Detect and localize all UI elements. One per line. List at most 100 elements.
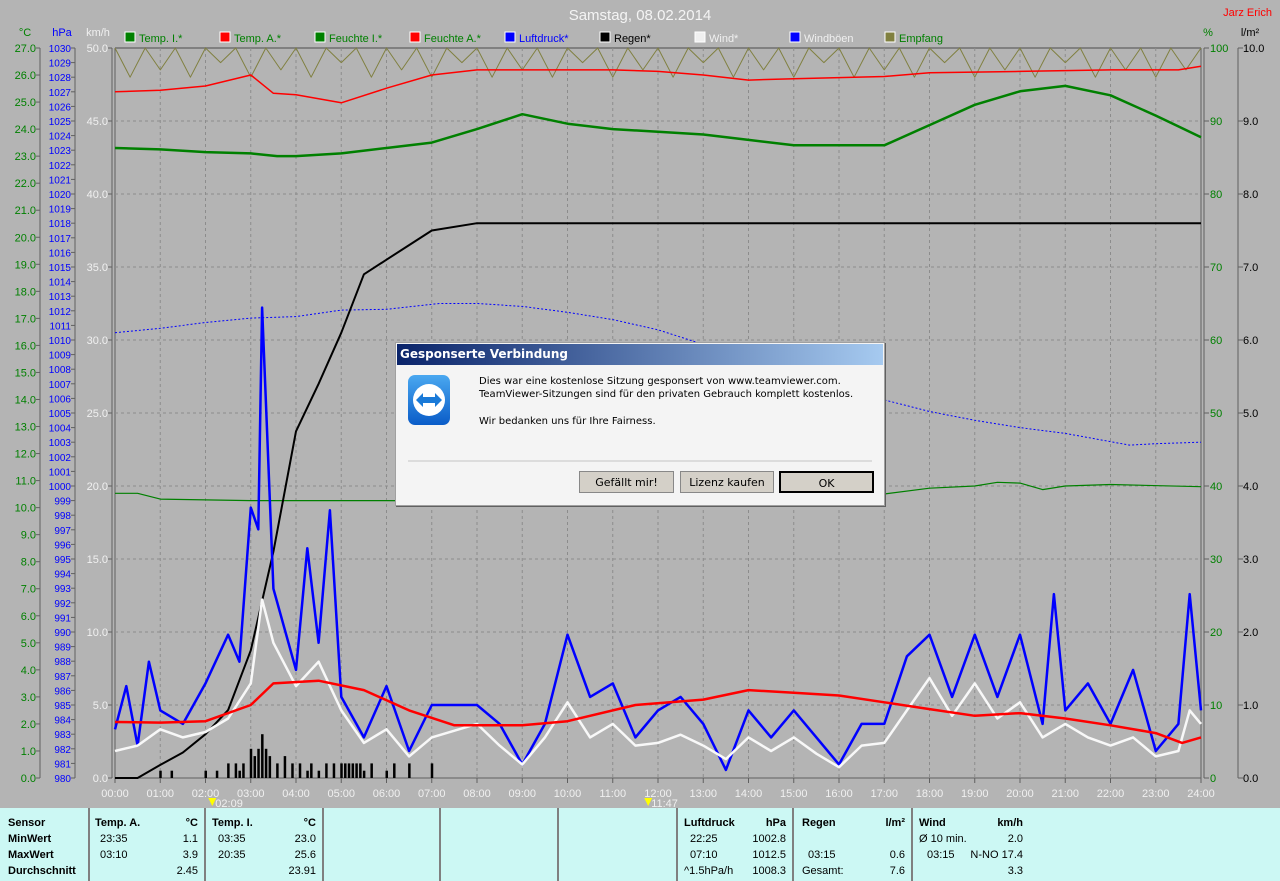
stats-unit: km/h (997, 817, 1023, 829)
stats-col-empty (324, 808, 441, 881)
axis-tick-label: 982 (54, 745, 71, 756)
like-button[interactable]: Gefällt mir! (579, 471, 674, 493)
x-axis-tick-label: 17:00 (870, 788, 898, 800)
legend-swatch (599, 31, 611, 43)
stats-value: 1008.3 (752, 865, 786, 877)
rain-bar (261, 734, 264, 778)
stats-total-label: Gesamt: (802, 865, 844, 877)
stats-header: Temp. A. (95, 817, 141, 829)
axis-tick-label: 1012 (49, 307, 72, 318)
axis-tick-label: 1022 (49, 161, 72, 172)
rain-bar (238, 770, 241, 778)
legend-label: Feuchte I.* (329, 33, 383, 45)
axis-tick-label: 996 (54, 540, 71, 551)
axis-tick-label: 1.0 (1243, 700, 1258, 712)
legend-label: Empfang (899, 33, 943, 45)
rain-bar (159, 770, 162, 778)
axis-tick-label: 22.0 (15, 178, 36, 190)
rain-bar (332, 763, 336, 778)
legend-label: Regen* (614, 33, 651, 45)
axis-tick-label: 989 (54, 643, 71, 654)
axis-tick-label: 15.0 (15, 367, 36, 379)
rain-bar (249, 748, 253, 778)
stats-unit: °C (185, 817, 198, 829)
rain-bars (159, 734, 434, 778)
stats-time: 03:35 (218, 833, 246, 845)
rain-bar (393, 763, 396, 778)
axis-tick-label: 2.0 (1243, 627, 1258, 639)
x-axis-tick-label: 20:00 (1006, 788, 1034, 800)
rain-bar (430, 763, 434, 778)
series-line-regen (115, 222, 1201, 779)
axis-tick-label: 991 (54, 613, 71, 624)
axis-tick-label: 981 (54, 759, 71, 770)
stats-header: Wind (919, 817, 946, 829)
stats-header: Regen (802, 817, 836, 829)
axis-tick-label: 1011 (49, 321, 71, 332)
axis-tick-label: 999 (54, 497, 71, 508)
rain-bar (227, 763, 230, 778)
rain-bar (362, 770, 366, 778)
stats-value: 2.0 (1007, 833, 1023, 845)
axis-tick-label: 15.0 (87, 554, 108, 566)
axis-tick-label: 80 (1210, 189, 1222, 201)
stats-value: 2.45 (176, 865, 198, 877)
stats-value: 3.9 (182, 849, 198, 861)
rain-bar (359, 763, 362, 778)
axis-tick-label: 1003 (49, 438, 72, 449)
axis-tick-label: 27.0 (15, 43, 36, 55)
stats-unit: hPa (765, 817, 786, 829)
x-axis-tick-label: 01:00 (146, 788, 174, 800)
stats-time: 07:10 (690, 849, 718, 861)
stats-value: 7.6 (889, 865, 905, 877)
axis-tick-label: 11.0 (15, 476, 36, 488)
stats-time: 03:15 (808, 849, 836, 861)
axis-tick-label: 1007 (49, 380, 72, 391)
series-line-feuchte-a (114, 65, 1202, 104)
axis-tick-label: 9.0 (21, 530, 36, 542)
dialog-message-line: Wir bedanken uns für Ihre Fairness. (479, 416, 656, 427)
legend: Temp. I.* Temp. A.* Feuchte I.* Feuchte A.*… (124, 31, 943, 45)
axis-tick-label: 980 (54, 774, 71, 785)
rain-bar (325, 763, 328, 778)
rain-bar (385, 770, 388, 778)
stats-time: 20:35 (218, 849, 246, 861)
series-line-luftdruck (114, 303, 1202, 446)
rain-bar (276, 763, 279, 778)
ok-button[interactable]: OK (779, 471, 874, 493)
stats-col-sensor: Sensor MinWert MaxWert Durchschnitt (0, 808, 90, 881)
axis-tick-label: 1021 (49, 175, 72, 186)
dialog-title: Gesponserte Verbindung (397, 344, 883, 365)
rain-bar (215, 770, 219, 778)
buy-license-button[interactable]: Lizenz kaufen (680, 471, 774, 493)
axis-tick-label: 1008 (49, 365, 72, 376)
x-axis-tick-label: 23:00 (1142, 788, 1170, 800)
axis-tick-label: 4.0 (21, 665, 36, 677)
stats-unit: °C (303, 817, 316, 829)
axis-tick-label: 21.0 (15, 205, 36, 217)
legend-label: Wind* (709, 33, 739, 45)
stats-unit: l/m² (885, 817, 905, 829)
axis-tick-label: 983 (54, 730, 71, 741)
x-axis-tick-label: 21:00 (1051, 788, 1079, 800)
legend-swatch (219, 31, 231, 43)
stats-value: 25.6 (294, 849, 316, 861)
axis-tick-label: 3.0 (21, 692, 36, 704)
x-axis-tick-label: 10:00 (554, 788, 582, 800)
axis-tick-label: 1.0 (21, 746, 36, 758)
axis-tick-label: 1029 (49, 59, 72, 70)
axis-tick-label: 984 (54, 716, 71, 727)
stats-value: N-NO 17.4 (970, 849, 1023, 861)
stats-col-regen: Regen l/m² 03:15 0.6 Gesamt: 7.6 (794, 808, 913, 881)
axis-tick-label: 25.0 (87, 408, 108, 420)
series-line-windböen (113, 306, 1203, 772)
x-axis-tick-label: 22:00 (1097, 788, 1125, 800)
stats-col-temp-i: Temp. I. °C 03:35 23.0 20:35 25.6 23.91 (206, 808, 324, 881)
time-marker-label: 11:47 (651, 798, 678, 808)
x-axis-tick-label: 19:00 (961, 788, 989, 800)
axis-tick-label: 1009 (49, 351, 72, 362)
stats-value: 3.3 (1007, 865, 1023, 877)
axis-tick-label: 1030 (49, 44, 72, 55)
x-axis-tick-label: 16:00 (825, 788, 853, 800)
legend-label: Windböen (804, 33, 854, 45)
